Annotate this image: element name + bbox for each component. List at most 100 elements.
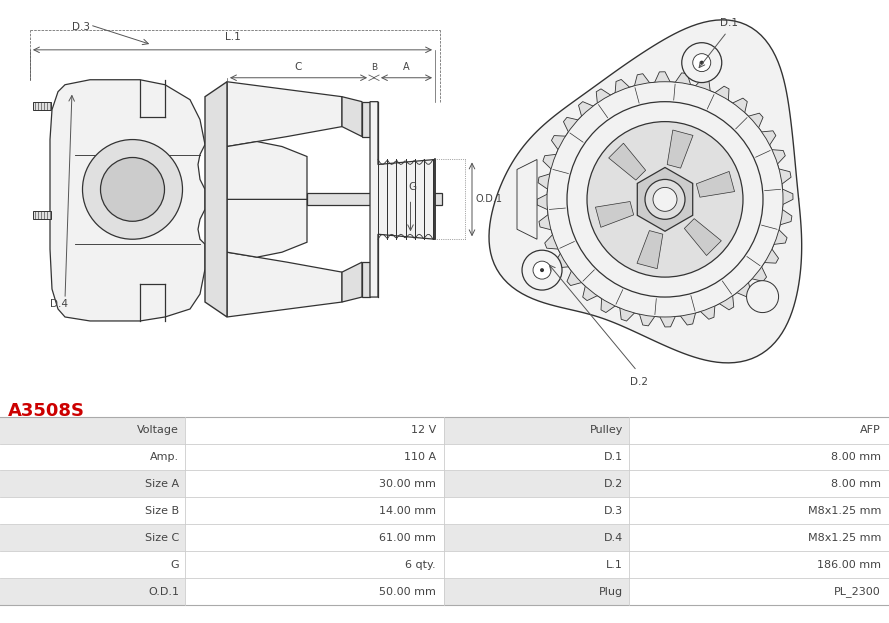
Polygon shape — [227, 82, 342, 146]
Text: D.1: D.1 — [604, 452, 623, 462]
Text: L.1: L.1 — [225, 32, 240, 42]
Text: 110 A: 110 A — [404, 452, 436, 462]
Polygon shape — [227, 141, 307, 199]
Circle shape — [645, 179, 685, 219]
Circle shape — [587, 121, 743, 277]
Text: Plug: Plug — [599, 587, 623, 597]
Polygon shape — [205, 82, 227, 317]
Text: A: A — [404, 62, 410, 72]
Text: 8.00 mm: 8.00 mm — [831, 452, 881, 462]
Text: 50.00 mm: 50.00 mm — [379, 587, 436, 597]
Text: D.4: D.4 — [604, 533, 623, 543]
Text: Pulley: Pulley — [589, 425, 623, 435]
Bar — [307, 193, 442, 206]
Circle shape — [522, 250, 562, 290]
Circle shape — [653, 188, 677, 211]
Polygon shape — [489, 20, 802, 363]
Polygon shape — [596, 201, 634, 227]
Circle shape — [747, 281, 779, 313]
Text: Amp.: Amp. — [150, 452, 179, 462]
Text: 186.00 mm: 186.00 mm — [817, 559, 881, 569]
Circle shape — [693, 54, 710, 72]
Circle shape — [682, 43, 722, 83]
Text: 8.00 mm: 8.00 mm — [831, 479, 881, 489]
Bar — [0, 525, 185, 551]
Bar — [185, 417, 444, 444]
Circle shape — [533, 261, 551, 279]
Bar — [0, 417, 185, 444]
Bar — [185, 498, 444, 525]
Text: 14.00 mm: 14.00 mm — [379, 506, 436, 516]
Bar — [33, 102, 51, 110]
Text: D.1: D.1 — [720, 18, 738, 28]
Bar — [629, 445, 889, 470]
Circle shape — [567, 102, 763, 297]
Bar — [185, 552, 444, 578]
Circle shape — [540, 268, 544, 272]
Polygon shape — [685, 219, 721, 255]
Bar — [444, 525, 629, 551]
Text: 6 qty.: 6 qty. — [405, 559, 436, 569]
Text: M8x1.25 mm: M8x1.25 mm — [807, 506, 881, 516]
Bar — [629, 552, 889, 578]
Bar — [185, 445, 444, 470]
Text: D.2: D.2 — [630, 377, 648, 387]
Text: 61.00 mm: 61.00 mm — [379, 533, 436, 543]
Bar — [629, 472, 889, 497]
Polygon shape — [50, 80, 205, 321]
Text: D.3: D.3 — [604, 506, 623, 516]
Bar — [185, 579, 444, 605]
Text: G: G — [408, 183, 417, 193]
Polygon shape — [370, 102, 435, 297]
Text: G: G — [171, 559, 179, 569]
Circle shape — [700, 60, 704, 65]
Polygon shape — [342, 262, 362, 302]
Text: Size C: Size C — [145, 533, 179, 543]
Text: Size A: Size A — [145, 479, 179, 489]
Bar — [629, 417, 889, 444]
Bar — [444, 498, 629, 525]
Text: Voltage: Voltage — [137, 425, 179, 435]
Text: D.2: D.2 — [604, 479, 623, 489]
Text: O.D.1: O.D.1 — [475, 194, 502, 204]
Text: C: C — [295, 62, 302, 72]
Text: B: B — [371, 63, 377, 72]
Polygon shape — [342, 97, 362, 136]
Text: D.3: D.3 — [72, 22, 90, 32]
Polygon shape — [637, 168, 693, 231]
Text: M8x1.25 mm: M8x1.25 mm — [807, 533, 881, 543]
Polygon shape — [537, 72, 793, 327]
Bar — [444, 552, 629, 578]
Text: AFP: AFP — [861, 425, 881, 435]
Polygon shape — [227, 199, 307, 257]
Polygon shape — [667, 130, 693, 168]
Bar — [444, 579, 629, 605]
Text: 12 V: 12 V — [411, 425, 436, 435]
Polygon shape — [696, 171, 734, 197]
Bar — [629, 525, 889, 551]
Text: 30.00 mm: 30.00 mm — [379, 479, 436, 489]
Bar — [0, 552, 185, 578]
Polygon shape — [227, 252, 342, 317]
Polygon shape — [609, 143, 645, 180]
Bar — [444, 445, 629, 470]
Bar — [185, 472, 444, 497]
Bar — [185, 525, 444, 551]
Text: D.4: D.4 — [50, 299, 68, 309]
Text: Size B: Size B — [145, 506, 179, 516]
Bar — [0, 472, 185, 497]
Circle shape — [83, 140, 182, 239]
Bar — [629, 579, 889, 605]
Bar — [0, 445, 185, 470]
Text: O.D.1: O.D.1 — [148, 587, 179, 597]
Bar — [629, 498, 889, 525]
Bar — [0, 579, 185, 605]
Bar — [444, 417, 629, 444]
Bar — [33, 211, 51, 219]
Text: L.1: L.1 — [606, 559, 623, 569]
Circle shape — [100, 158, 164, 221]
Polygon shape — [517, 159, 537, 239]
Bar — [362, 262, 370, 297]
Bar — [0, 498, 185, 525]
Text: PL_2300: PL_2300 — [834, 586, 881, 597]
